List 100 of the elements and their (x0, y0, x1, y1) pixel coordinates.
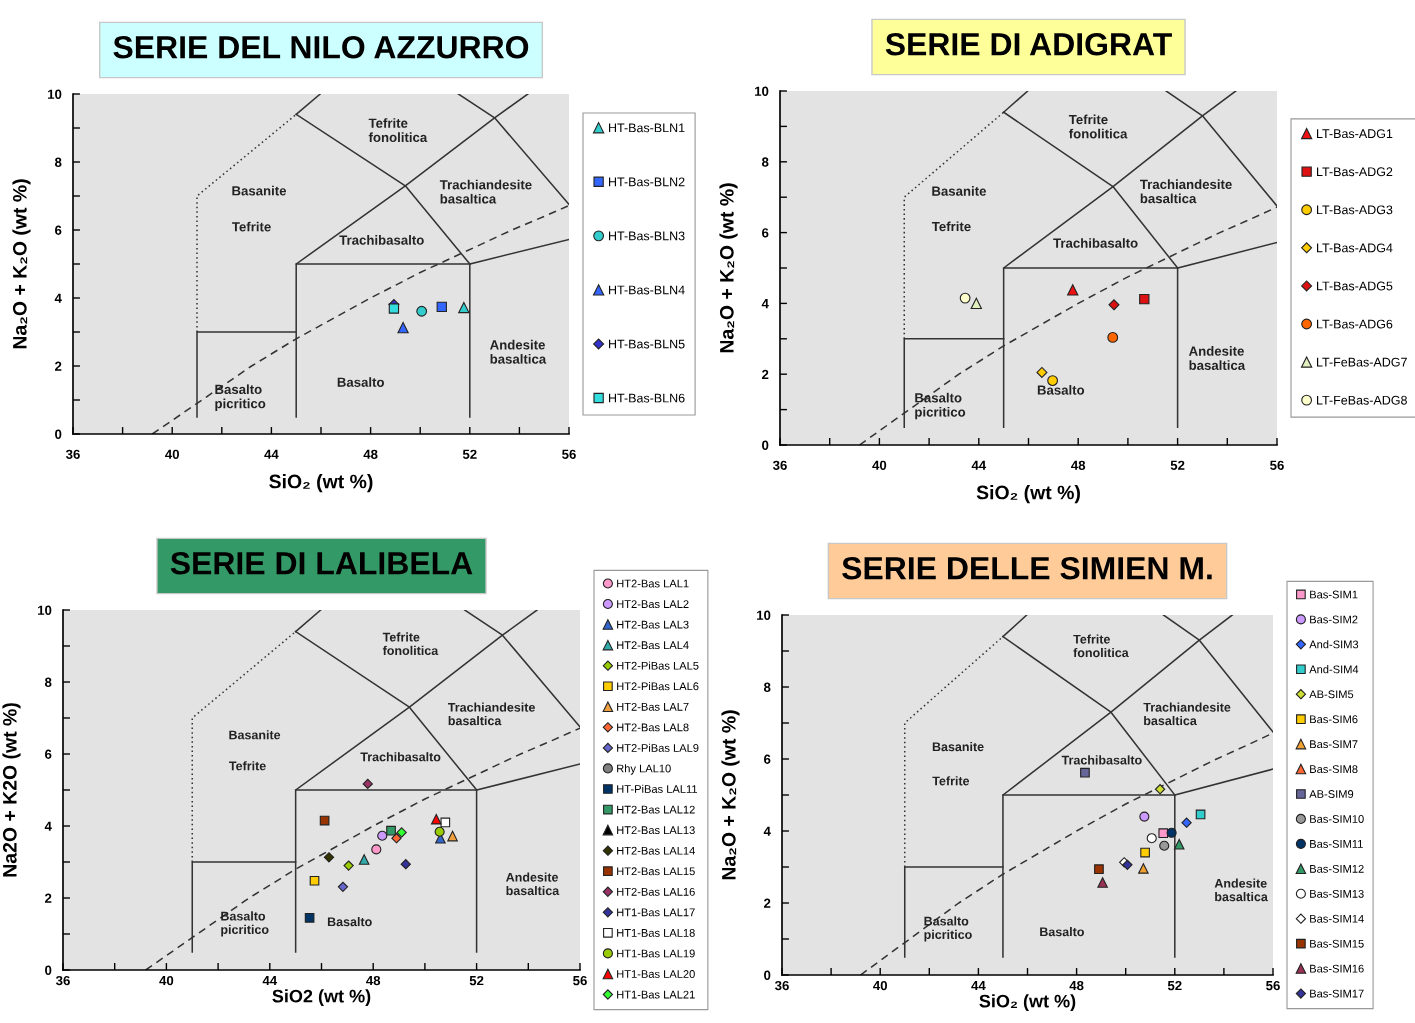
x-tick-label: 48 (363, 449, 378, 459)
legend-label: LT-Bas-ADG6 (1317, 319, 1393, 329)
y-tick-label: 8 (54, 157, 62, 167)
legend-label: HT2-Bas LAL3 (617, 620, 689, 629)
annotation: Tefrite (229, 761, 266, 771)
y-tick-label: 6 (45, 749, 52, 759)
legend-label: HT2-Bas LAL7 (617, 702, 689, 711)
y-tick-label: 4 (763, 826, 771, 836)
x-axis-title: SiO₂ (wt %) (979, 994, 1076, 1012)
legend-label: LT-Bas-ADG2 (1317, 167, 1393, 177)
x-tick-label: 52 (462, 449, 477, 459)
legend-label: HT1-Bas LAL21 (617, 990, 695, 999)
annotation: Trachiandesite basaltica (1143, 702, 1231, 726)
legend-label: HT2-PiBas LAL5 (617, 661, 699, 670)
chart-title: SERIE DEL NILO AZZURRO (113, 35, 529, 59)
y-tick-label: 8 (761, 157, 769, 167)
legend-label: LT-Bas-ADG1 (1317, 129, 1393, 139)
y-tick-label: 0 (762, 440, 769, 450)
annotation: Basalto (1037, 385, 1085, 395)
annotation: Basanite (232, 185, 287, 196)
annotation: Andesite basaltica (490, 339, 547, 364)
x-tick-label: 56 (1270, 460, 1284, 470)
legend-label: HT2-Bas LAL1 (617, 579, 689, 588)
x-tick-label: 36 (774, 980, 789, 991)
y-tick-label: 2 (764, 898, 771, 908)
legend-label: Bas-SIM1 (1310, 590, 1358, 599)
annotation: Tefrite (232, 221, 271, 232)
annotation: Basalto (327, 917, 372, 927)
legend-label: AB-SIM5 (1309, 690, 1354, 699)
legend-label: HT2-Bas LAL2 (617, 600, 689, 609)
annotation: Basalto picritico (924, 916, 972, 942)
y-tick-label: 6 (764, 754, 771, 764)
legend-label: Bas-SIM17 (1310, 989, 1364, 998)
y-tick-label: 2 (45, 893, 52, 903)
legend-label: Bas-SIM14 (1310, 914, 1364, 923)
annotation: Basalto picritico (215, 384, 266, 411)
y-tick-label: 0 (55, 429, 62, 439)
x-tick-label: 56 (1266, 980, 1280, 991)
y-tick-label: 10 (38, 605, 52, 615)
legend-label: Bas-SIM7 (1310, 740, 1358, 749)
annotation: Tefrite (931, 221, 971, 232)
y-tick-label: 10 (757, 610, 771, 620)
annotation: Basanite (932, 186, 986, 196)
annotation: Tefrite fonolitica (382, 632, 439, 656)
x-tick-label: 56 (573, 975, 587, 986)
legend-label: Bas-SIM2 (1310, 615, 1358, 624)
x-tick-label: 48 (366, 975, 381, 986)
x-tick-label: 44 (262, 976, 278, 986)
y-tick-label: 10 (48, 89, 62, 99)
legend-label: Bas-SIM6 (1310, 715, 1358, 724)
legend-label: Bas-SIM10 (1310, 815, 1364, 823)
legend-label: HT1-Bas LAL19 (617, 949, 695, 958)
y-tick-label: 2 (55, 361, 62, 371)
annotation: Trachiandesite basaltica (1140, 179, 1232, 204)
legend-label: HT1-Bas LAL20 (617, 970, 695, 978)
legend-label: HT-Bas-BLN1 (609, 123, 685, 133)
x-tick-label: 44 (264, 449, 279, 459)
legend-label: HT-Bas-BLN6 (609, 393, 685, 403)
legend-label: And-SIM4 (1309, 665, 1359, 674)
annotation: Trachiandesite basaltica (447, 702, 535, 726)
chart-title: SERIE DELLE SIMIEN M. (842, 556, 1212, 580)
annotation: Tefrite fonolitica (368, 118, 428, 143)
x-tick-label: 40 (159, 975, 174, 986)
x-tick-label: 52 (1170, 460, 1185, 470)
legend-label: HT-Bas-BLN5 (609, 339, 685, 349)
x-tick-label: 56 (562, 449, 576, 459)
y-tick-label: 4 (761, 299, 769, 309)
legend-label: Bas-SIM16 (1310, 964, 1364, 973)
annotation: Andesite basaltica (1188, 346, 1246, 370)
y-tick-label: 0 (764, 970, 771, 980)
x-tick-label: 40 (873, 980, 887, 991)
y-axis-title: Na₂O + K₂O (wt %) (721, 710, 740, 880)
x-axis-title: SiO2 (wt %) (272, 989, 371, 1007)
x-tick-label: 48 (1071, 460, 1086, 470)
y-tick-label: 4 (54, 293, 62, 303)
legend-label: HT-PiBas LAL11 (617, 784, 697, 793)
legend-label: HT2-Bas LAL16 (617, 887, 695, 896)
x-tick-label: 36 (65, 449, 80, 459)
legend-label: HT1-Bas LAL18 (617, 928, 695, 937)
y-axis-title: Na₂O + K₂O (wt %) (719, 183, 738, 353)
legend-label: HT2-PiBas LAL6 (617, 682, 699, 691)
y-tick-label: 10 (755, 86, 769, 96)
x-tick-label: 36 (55, 975, 70, 986)
legend-label: HT1-Bas LAL17 (617, 908, 695, 917)
x-tick-label: 52 (469, 975, 484, 986)
y-tick-label: 6 (55, 225, 62, 235)
annotation: Trachibasalto (1061, 755, 1142, 765)
annotation: Basanite (229, 730, 281, 740)
y-tick-label: 6 (762, 228, 769, 238)
legend-label: HT2-Bas LAL12 (617, 805, 695, 814)
x-tick-label: 36 (772, 460, 787, 470)
chart-title: SERIE DI ADIGRAT (885, 32, 1172, 56)
x-tick-label: 40 (165, 449, 179, 459)
annotation: Andesite basaltica (506, 872, 560, 896)
chart-title: SERIE DI LALIBELA (170, 551, 473, 575)
annotation: Andesite basaltica (1214, 878, 1268, 902)
legend-label: HT2-Bas LAL13 (617, 826, 695, 835)
y-tick-label: 4 (44, 821, 52, 831)
x-tick-label: 44 (971, 460, 987, 470)
annotation: Basalto picritico (915, 392, 966, 420)
